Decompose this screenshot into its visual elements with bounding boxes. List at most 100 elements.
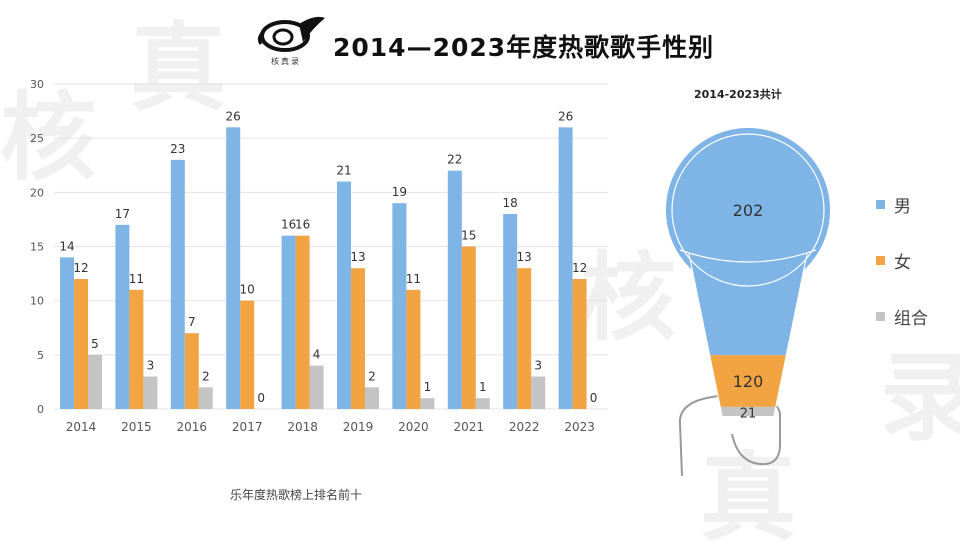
mic-head-ring [671,133,825,287]
data-label: 0 [257,391,265,405]
data-label: 21 [336,164,351,178]
y-tick-label: 15 [30,241,44,254]
bar [475,398,490,409]
bar [337,181,351,409]
bar [143,376,158,409]
bar [60,257,74,409]
data-label: 5 [91,337,99,351]
data-label: 1 [424,380,432,394]
bar [295,235,310,409]
data-label: 22 [447,153,462,167]
bar [281,235,296,409]
data-label: 12 [572,261,587,275]
data-label: 26 [226,109,241,123]
legend-label: 男 [894,196,911,217]
logo-text: 核真录 [271,57,301,66]
pie-value-label: 21 [740,406,757,421]
bar-chart: 0510152025301412520141711320152372201626… [30,78,608,434]
bar [531,376,546,409]
data-label: 14 [59,239,74,253]
data-label: 13 [517,250,532,264]
mic-head-ring [679,249,817,263]
mic-handle-outline [688,253,808,417]
legend-label: 组合 [894,308,928,329]
data-label: 2 [368,369,376,383]
data-label: 0 [590,391,598,405]
legend-swatch [876,255,885,265]
data-label: 16 [295,218,310,232]
data-label: 26 [558,109,573,123]
microphone-pie-chart: 202 120 21 [666,128,830,477]
y-tick-label: 20 [30,186,44,199]
legend-item: 男 [876,176,928,232]
bar [365,387,379,409]
data-label: 23 [170,142,185,156]
y-tick-label: 25 [30,132,44,145]
bar [461,246,476,409]
bar [170,159,185,409]
bar [88,354,102,409]
bar [572,279,587,409]
x-tick-label: 2019 [343,420,374,434]
data-label: 11 [129,272,144,286]
x-tick-label: 2021 [454,420,485,434]
x-tick-label: 2023 [564,420,595,434]
data-label: 18 [503,196,518,210]
legend-item: 组合 [876,288,928,344]
x-tick-label: 2022 [509,420,540,434]
x-tick-label: 2014 [66,420,97,434]
bar [517,268,532,409]
x-tick-label: 2018 [287,420,318,434]
x-tick-label: 2016 [177,420,208,434]
data-label: 1 [479,380,487,394]
pie-slice [709,355,787,407]
data-label: 19 [392,185,407,199]
bar [115,224,130,409]
bar [392,203,407,409]
pie-chart-title: 2014-2023共计 [694,88,782,101]
data-label: 2 [202,369,210,383]
data-label: 13 [350,250,365,264]
logo-icon [257,16,325,52]
data-label: 4 [313,348,321,362]
data-label: 10 [240,283,255,297]
legend-swatch [876,311,885,321]
pie-value-label: 202 [733,201,764,220]
y-tick-label: 10 [30,295,44,308]
y-tick-label: 30 [30,78,44,91]
pie-value-label: 120 [733,372,764,391]
bar [184,333,199,409]
data-label: 11 [406,272,421,286]
data-label: 12 [73,261,88,275]
data-label: 16 [281,218,296,232]
chart-header: 核真录 2014—2023年度热歌歌手性别 [255,14,715,70]
pie-slice [720,406,776,416]
legend-label: 女 [894,252,911,273]
chart-title: 2014—2023年度热歌歌手性别 [333,33,715,62]
bar [406,289,421,409]
bar [351,268,365,409]
x-tick-label: 2015 [121,420,152,434]
bar [558,127,573,410]
pie-slice [666,128,830,292]
bar [420,398,435,409]
bar [447,170,462,409]
x-tick-label: 2020 [398,420,429,434]
y-tick-label: 0 [37,403,44,416]
bar [129,289,144,409]
bar [309,365,324,409]
bar [503,214,518,409]
data-label: 7 [188,315,196,329]
data-label: 3 [534,359,542,373]
legend-swatch [876,199,885,209]
footnote: 乐年度热歌榜上排名前十 [230,488,363,502]
x-tick-label: 2017 [232,420,263,434]
bar [198,387,213,409]
bar [226,127,241,410]
bar [240,300,255,409]
legend-item: 女 [876,232,928,288]
data-label: 15 [461,229,476,243]
legend: 男女组合 [876,176,928,344]
data-label: 3 [147,359,155,373]
y-tick-label: 5 [37,349,44,362]
